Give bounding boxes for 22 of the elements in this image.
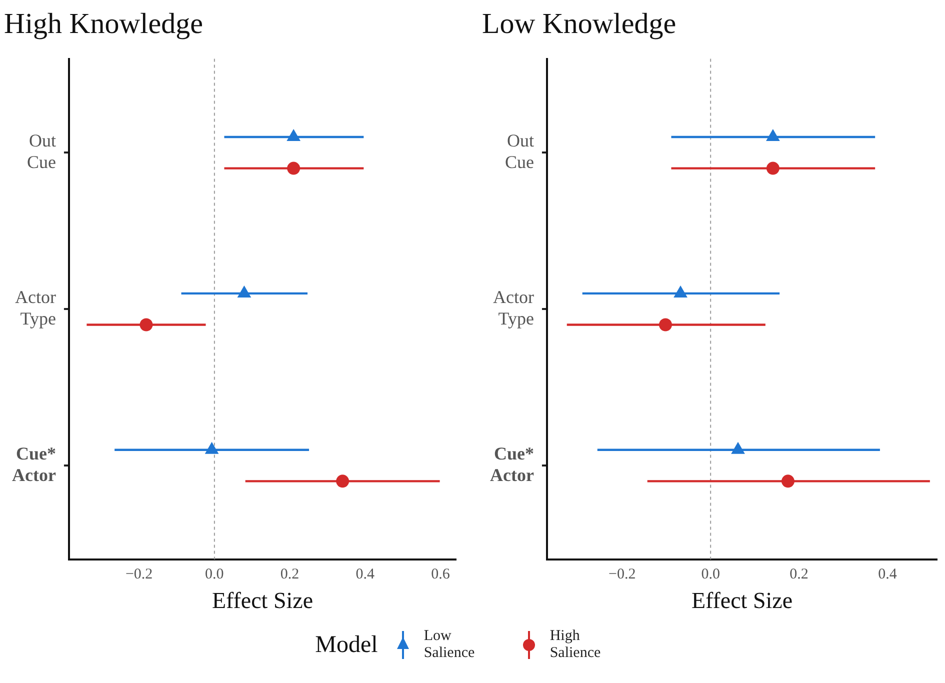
- x-tick-label: 0.2: [280, 566, 300, 582]
- x-axis-title: Effect Size: [212, 588, 314, 614]
- chart-title: Low Knowledge: [482, 8, 676, 40]
- y-tick-label: Cue* Actor: [12, 443, 56, 485]
- x-tick-label: 0.4: [356, 566, 376, 582]
- x-tick-label: 0.4: [878, 566, 898, 582]
- x-axis-title: Effect Size: [691, 588, 793, 614]
- chart-title: High Knowledge: [4, 8, 203, 40]
- x-tick-label: 0.2: [790, 566, 808, 582]
- y-tick-label: Actor Type: [14, 287, 56, 329]
- x-tick-label: 0.0: [205, 566, 224, 582]
- legend-title: Model: [315, 632, 378, 658]
- legend-label: Low Salience: [424, 628, 476, 662]
- legend-label: High Salience: [550, 628, 602, 662]
- y-tick-label: Out Cue: [26, 130, 56, 172]
- x-tick-label: −0.2: [125, 566, 153, 582]
- x-tick-label: 0.0: [701, 566, 720, 582]
- y-tick-label: Out Cue: [504, 130, 534, 172]
- x-tick-label: −0.2: [608, 566, 636, 582]
- y-tick-label: Cue* Actor: [490, 443, 534, 485]
- x-tick-label: 0.6: [431, 566, 450, 582]
- y-tick-label: Actor Type: [492, 287, 534, 329]
